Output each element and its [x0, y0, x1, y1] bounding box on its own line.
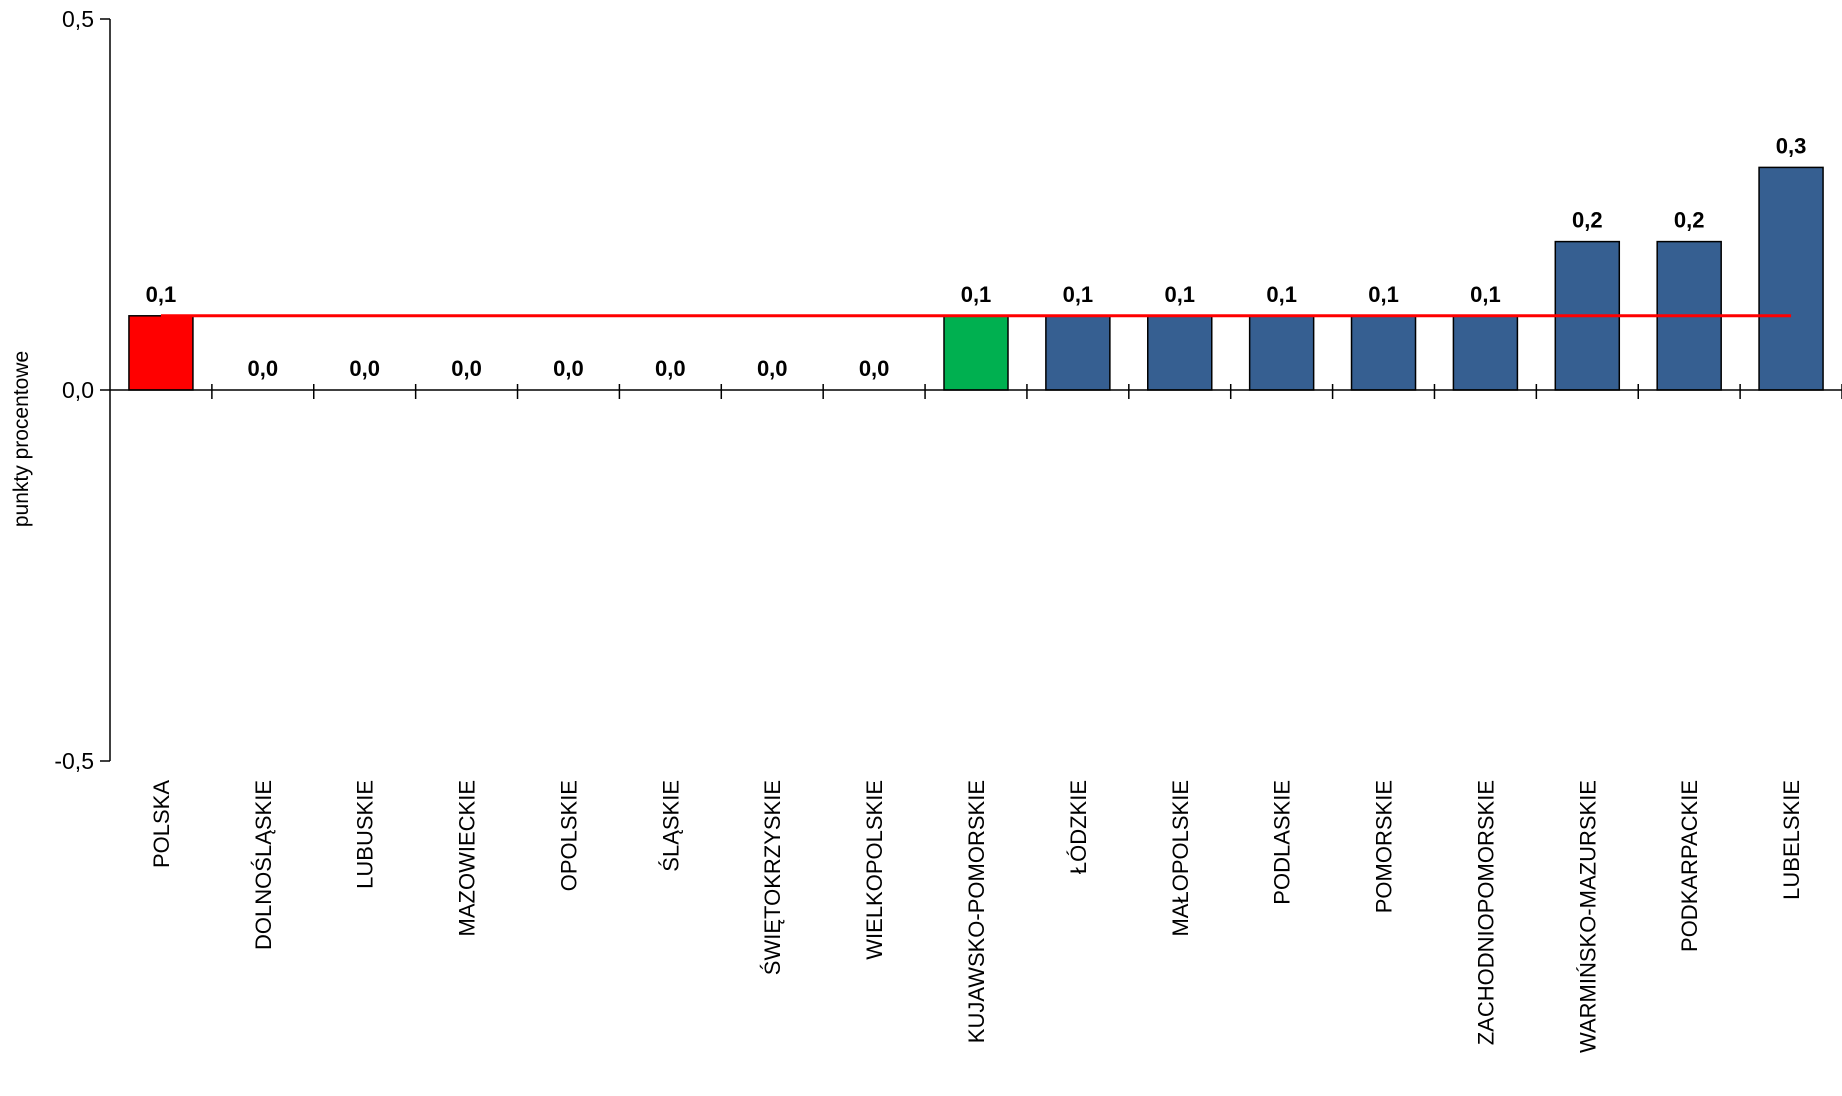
bar-12 [1350, 315, 1417, 391]
bar-11 [1248, 315, 1315, 391]
category-label-9: ŁÓDZKIE [1066, 780, 1091, 874]
bar-13 [1452, 315, 1519, 391]
category-label-14: WARMIŃSKO-MAZURSKIE [1575, 780, 1600, 1053]
data-label-5: 0,0 [655, 356, 686, 381]
data-label-16: 0,3 [1776, 133, 1807, 158]
y-tick-label-0: 0,5 [62, 6, 94, 32]
bar-0 [128, 315, 194, 391]
bars-group [128, 166, 1824, 391]
category-label-10: MAŁOPOLSKIE [1168, 780, 1193, 937]
y-axis-title: punkty procentowe [10, 351, 33, 527]
category-label-8: KUJAWSKO-POMORSKIE [964, 780, 989, 1043]
category-label-5: ŚLĄSKIE [658, 780, 683, 872]
data-label-7: 0,0 [859, 356, 890, 381]
category-label-6: ŚWIĘTOKRZYSKIE [760, 780, 785, 975]
data-label-6: 0,0 [757, 356, 788, 381]
category-label-12: POMORSKIE [1372, 780, 1397, 913]
category-label-16: LUBELSKIE [1779, 780, 1804, 900]
data-label-11: 0,1 [1266, 282, 1297, 307]
data-label-1: 0,0 [248, 356, 279, 381]
data-label-2: 0,0 [349, 356, 380, 381]
category-label-7: WIELKOPOLSKIE [862, 780, 887, 960]
category-label-13: ZACHODNIOPOMORSKIE [1473, 780, 1498, 1045]
data-label-8: 0,1 [961, 282, 992, 307]
category-label-0: POLSKA [149, 780, 174, 868]
y-tick-label-1: 0,0 [62, 377, 94, 403]
labels-group: 0,1 POLSKA 0,0 DOLNOŚLĄSKIE 0,0 LUBUSKIE 0,0 MA… [146, 133, 1807, 1053]
category-label-1: DOLNOŚLĄSKIE [251, 780, 276, 950]
data-label-0: 0,1 [146, 282, 177, 307]
bar-10 [1147, 315, 1213, 391]
category-label-15: PODKARPACKIE [1677, 780, 1702, 952]
data-label-14: 0,2 [1572, 208, 1603, 233]
data-label-4: 0,0 [553, 356, 584, 381]
category-label-11: PODLASKIE [1270, 780, 1295, 905]
y-tick-label-2: -0,5 [54, 748, 94, 774]
category-label-4: OPOLSKIE [556, 780, 581, 891]
bar-16 [1758, 166, 1824, 391]
data-label-3: 0,0 [451, 356, 482, 381]
data-label-13: 0,1 [1470, 282, 1501, 307]
data-label-10: 0,1 [1164, 282, 1195, 307]
bar-9 [1045, 315, 1111, 391]
data-label-15: 0,2 [1674, 208, 1705, 233]
data-label-9: 0,1 [1063, 282, 1094, 307]
axes-group: 0,5 0,0 -0,5 [54, 6, 1842, 774]
bar-8 [943, 315, 1009, 391]
category-label-2: LUBUSKIE [353, 780, 378, 889]
category-label-3: MAZOWIECKIE [455, 780, 480, 936]
data-label-12: 0,1 [1368, 282, 1399, 307]
